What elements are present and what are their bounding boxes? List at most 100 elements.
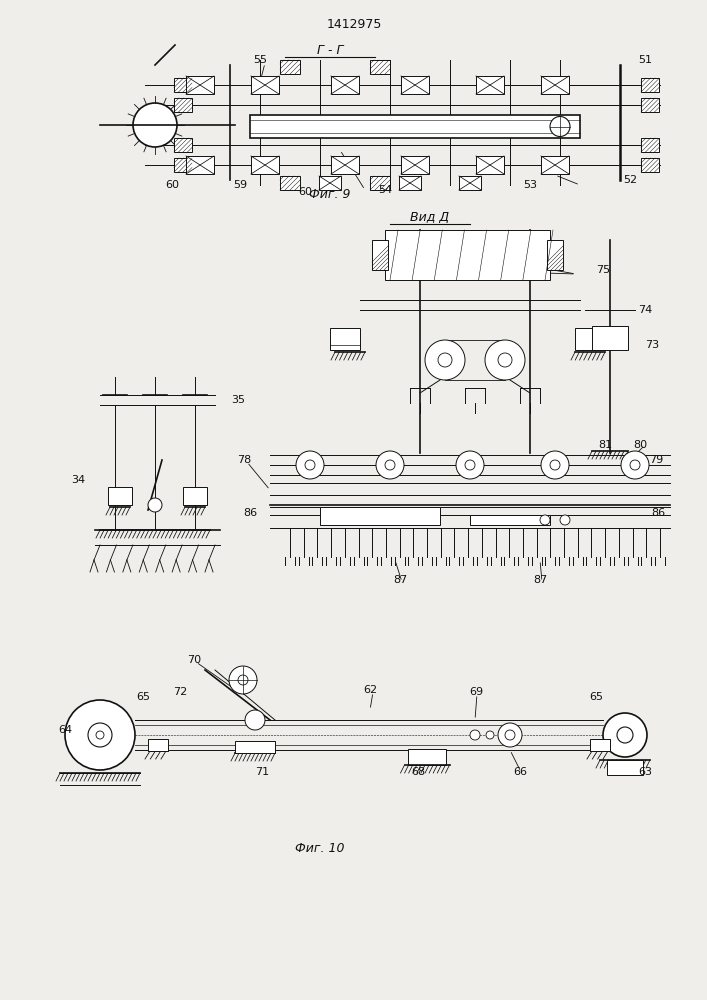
Bar — [148, 739, 168, 751]
Bar — [385, 230, 550, 280]
Text: 64: 64 — [58, 725, 72, 735]
Bar — [250, 115, 580, 138]
Text: 66: 66 — [513, 767, 527, 777]
Bar — [251, 156, 279, 174]
Circle shape — [560, 515, 570, 525]
Circle shape — [540, 515, 550, 525]
Text: 80: 80 — [633, 440, 647, 450]
Circle shape — [621, 451, 649, 479]
Text: 59: 59 — [233, 180, 247, 190]
Bar — [372, 240, 388, 270]
Text: 72: 72 — [173, 687, 187, 697]
Bar — [641, 138, 659, 152]
Bar — [370, 60, 390, 74]
Bar — [319, 176, 341, 190]
Bar — [183, 487, 207, 505]
Circle shape — [65, 700, 135, 770]
Circle shape — [485, 340, 525, 380]
Circle shape — [385, 460, 395, 470]
Text: 86: 86 — [243, 508, 257, 518]
Bar — [607, 760, 643, 775]
Circle shape — [603, 713, 647, 757]
Bar — [476, 76, 504, 94]
Circle shape — [498, 353, 512, 367]
Bar — [476, 156, 504, 174]
Text: 81: 81 — [598, 440, 612, 450]
Text: 54: 54 — [378, 185, 392, 195]
Bar — [641, 78, 659, 92]
Text: 52: 52 — [623, 175, 637, 185]
Circle shape — [238, 675, 248, 685]
Text: Фиг. 10: Фиг. 10 — [296, 842, 345, 854]
Bar — [174, 98, 192, 112]
Text: 75: 75 — [596, 265, 610, 275]
Bar — [590, 739, 610, 751]
Text: 55: 55 — [253, 55, 267, 65]
Bar — [280, 176, 300, 190]
Text: 60: 60 — [298, 187, 312, 197]
Text: 53: 53 — [523, 180, 537, 190]
Circle shape — [505, 730, 515, 740]
Bar — [174, 78, 192, 92]
Bar — [320, 507, 440, 525]
Bar — [641, 158, 659, 172]
Circle shape — [229, 666, 257, 694]
Bar — [592, 326, 628, 350]
Text: 71: 71 — [255, 767, 269, 777]
Bar — [330, 328, 360, 350]
Bar — [331, 76, 359, 94]
Circle shape — [88, 723, 112, 747]
Text: 78: 78 — [237, 455, 251, 465]
Circle shape — [245, 710, 265, 730]
Text: 87: 87 — [533, 575, 547, 585]
Bar — [547, 240, 563, 270]
Bar — [399, 176, 421, 190]
Bar — [251, 76, 279, 94]
Bar — [401, 76, 429, 94]
Text: 87: 87 — [393, 575, 407, 585]
Bar — [470, 515, 550, 525]
Circle shape — [486, 731, 494, 739]
Text: 34: 34 — [71, 475, 85, 485]
Text: Фиг. 9: Фиг. 9 — [309, 188, 351, 202]
Bar — [370, 176, 390, 190]
Text: 1412975: 1412975 — [327, 18, 382, 31]
Text: 73: 73 — [645, 340, 659, 350]
Bar — [235, 741, 275, 753]
Bar — [186, 156, 214, 174]
Text: Вид Д: Вид Д — [411, 211, 450, 224]
Bar — [541, 76, 569, 94]
Bar — [408, 749, 446, 765]
Circle shape — [465, 460, 475, 470]
Circle shape — [96, 731, 104, 739]
Text: Г - Г: Г - Г — [317, 43, 344, 56]
Text: 69: 69 — [469, 687, 483, 697]
Bar — [331, 156, 359, 174]
Bar — [280, 60, 300, 74]
Circle shape — [470, 730, 480, 740]
Circle shape — [296, 451, 324, 479]
Text: 74: 74 — [638, 305, 652, 315]
Text: 86: 86 — [651, 508, 665, 518]
Text: 70: 70 — [187, 655, 201, 665]
Text: 65: 65 — [136, 692, 150, 702]
Text: 79: 79 — [649, 455, 663, 465]
Circle shape — [425, 340, 465, 380]
Circle shape — [498, 723, 522, 747]
Circle shape — [550, 460, 560, 470]
Bar — [174, 158, 192, 172]
Bar — [401, 156, 429, 174]
Circle shape — [456, 451, 484, 479]
Circle shape — [133, 103, 177, 147]
Circle shape — [617, 727, 633, 743]
Text: 65: 65 — [589, 692, 603, 702]
Circle shape — [376, 451, 404, 479]
Circle shape — [630, 460, 640, 470]
Circle shape — [550, 116, 570, 136]
Circle shape — [305, 460, 315, 470]
Bar — [108, 487, 132, 505]
Bar — [186, 76, 214, 94]
Circle shape — [148, 498, 162, 512]
Text: 62: 62 — [363, 685, 377, 695]
Circle shape — [541, 451, 569, 479]
